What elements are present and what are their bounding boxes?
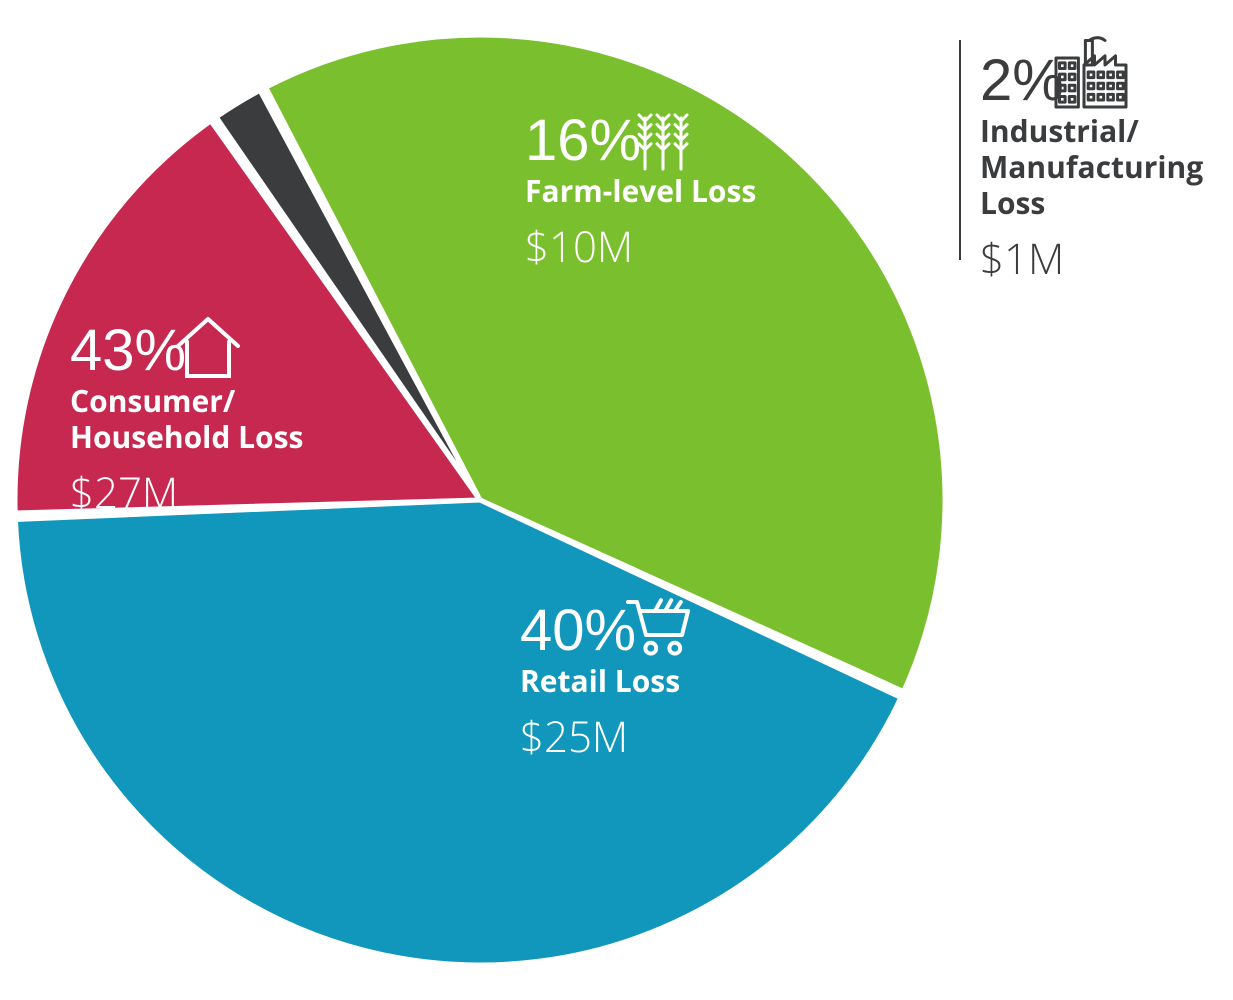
amount-industrial: $1M [980, 230, 1064, 287]
label-retail: Retail Loss [520, 660, 680, 701]
wheat-icon [639, 115, 687, 169]
amount-retail: $25M [520, 708, 628, 765]
label-consumer-line1: Consumer/ [70, 380, 236, 421]
label-farm: Farm-level Loss [525, 170, 756, 211]
label-industrial-line1: Industrial/ [980, 110, 1139, 151]
label-industrial-line3: Loss [980, 182, 1045, 223]
label-industrial-line2: Manufacturing [980, 146, 1203, 187]
label-consumer-line2: Household Loss [70, 416, 303, 457]
percent-retail: 40% [520, 598, 636, 663]
pie-chart: 16%Farm-level Loss $10M 2%Industrial/Manuf… [0, 0, 1233, 1000]
amount-consumer: $27M [70, 464, 178, 521]
percent-consumer: 43% [70, 318, 186, 383]
amount-farm: $10M [525, 218, 633, 275]
percent-farm: 16% [525, 108, 641, 173]
percent-industrial: 2% [980, 48, 1064, 113]
